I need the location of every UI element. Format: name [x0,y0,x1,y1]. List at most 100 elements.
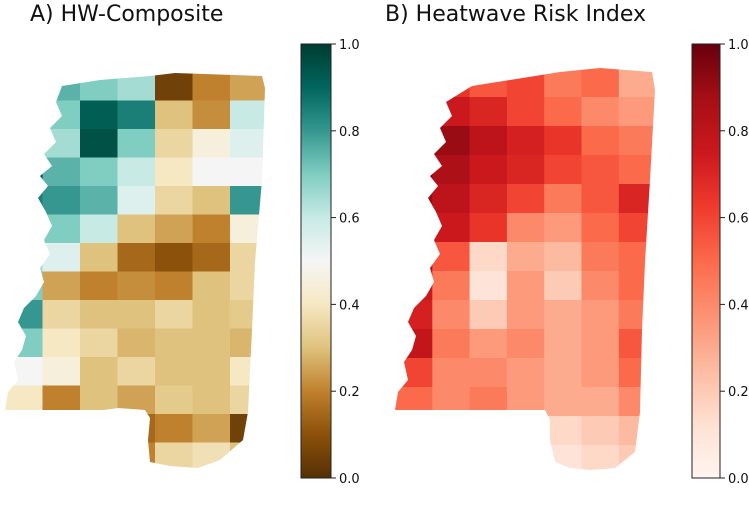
county-region [581,387,620,417]
colorbar-tick-label: 0.6 [339,212,360,227]
county-region [155,442,194,468]
county-region [117,414,156,444]
county-region [581,329,620,359]
county-region [432,271,471,301]
county-region [42,100,81,130]
county-region [192,385,231,415]
county-region [581,445,620,470]
county-region [230,186,265,216]
colorbar-tick-label: 0.8 [728,125,749,140]
county-region [395,155,433,185]
county-region [155,73,194,102]
county-region [581,242,620,272]
county-region [117,385,156,415]
county-region [432,213,471,243]
county-region [80,300,119,330]
county-region [618,126,655,156]
county-region [42,157,81,187]
county-region [192,186,231,216]
county-region [395,329,433,359]
county-region [117,100,156,130]
county-region [230,157,265,187]
county-region [618,300,655,330]
county-region [5,214,44,244]
colorbar-a-gradient [300,43,332,479]
county-region [544,271,583,301]
county-region [432,184,471,214]
county-region [469,213,508,243]
county-region [544,155,583,185]
county-region [80,214,119,244]
county-region [618,213,655,243]
county-region [230,73,265,102]
county-region [618,387,655,417]
county-region [80,129,119,159]
county-region [192,442,231,468]
county-region [581,97,620,127]
county-region [581,155,620,185]
county-region [230,214,265,244]
county-region [469,126,508,156]
county-region [395,300,433,330]
county-region [5,357,44,387]
county-region [432,358,471,388]
county-region [42,214,81,244]
county-region [42,300,81,330]
colorbar-tick-label: 0.6 [728,212,749,227]
county-region [395,184,433,214]
county-region [506,271,545,301]
county-region [618,155,655,185]
county-region [155,328,194,358]
county-region [432,68,471,98]
colorbar-tick-label: 1.0 [728,38,749,53]
county-region [432,387,471,417]
county-region [395,242,433,272]
county-region [80,157,119,187]
county-region [192,357,231,387]
colorbar-a: 0.0 0.2 0.4 0.6 0.8 1.0 [300,38,360,487]
county-region [155,271,194,301]
panel-a-title: A) HW-Composite [30,2,224,27]
county-region [5,385,44,415]
county-region [192,271,231,301]
county-region [395,387,433,417]
county-region [544,68,583,98]
county-region [544,184,583,214]
colorbar-b-gradient [691,43,721,479]
county-region [395,97,433,127]
county-region [230,357,265,387]
county-region [80,186,119,216]
county-region [117,271,156,301]
county-region [469,68,508,98]
county-region [42,73,81,102]
county-region [469,387,508,417]
county-region [42,129,81,159]
county-region [155,385,194,415]
county-region [230,442,265,468]
county-region [192,100,231,130]
county-region [544,329,583,359]
county-region [192,129,231,159]
county-region [192,328,231,358]
county-region [80,385,119,415]
county-region [155,186,194,216]
county-region [469,97,508,127]
county-region [42,271,81,301]
county-region [506,445,545,470]
county-region [506,155,545,185]
county-region [80,328,119,358]
county-region [155,100,194,130]
county-region [80,100,119,130]
county-region [581,358,620,388]
county-region [506,329,545,359]
county-region [395,213,433,243]
county-region [80,243,119,273]
county-region [155,243,194,273]
county-region [117,357,156,387]
county-region [581,68,620,98]
county-region [42,243,81,273]
county-region [544,213,583,243]
county-region [395,271,433,301]
county-region [544,358,583,388]
county-region [581,213,620,243]
